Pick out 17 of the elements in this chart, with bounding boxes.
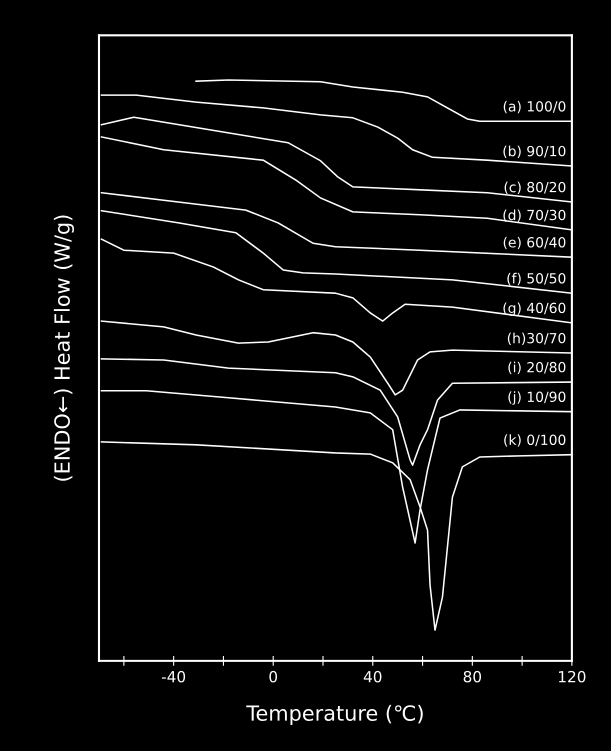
series-label: (a) 100/0 <box>504 100 566 114</box>
x-tick-label: 40 <box>364 670 382 682</box>
series-label: (j) 10/90 <box>508 391 566 405</box>
x-tick-label: 120 <box>558 670 586 682</box>
x-tick-label: 80 <box>464 670 482 682</box>
series-label: (h)30/70 <box>508 332 566 346</box>
x-tick-label: -40 <box>162 670 186 682</box>
series-label: (d) 70/30 <box>503 210 566 222</box>
y-axis-title: (ENDO←) Heat Flow (W/g) <box>54 215 74 481</box>
series-label: (f) 50/50 <box>507 272 566 286</box>
series-label: (c) 80/20 <box>504 182 566 194</box>
series-label: (k) 0/100 <box>504 434 566 447</box>
series-label: (i) 20/80 <box>508 362 566 374</box>
series-label: (e) 60/40 <box>504 236 566 250</box>
series-label: (b) 90/10 <box>503 146 566 158</box>
x-axis-title: Temperature (℃) <box>246 704 423 725</box>
x-tick-label: 0 <box>269 670 278 682</box>
